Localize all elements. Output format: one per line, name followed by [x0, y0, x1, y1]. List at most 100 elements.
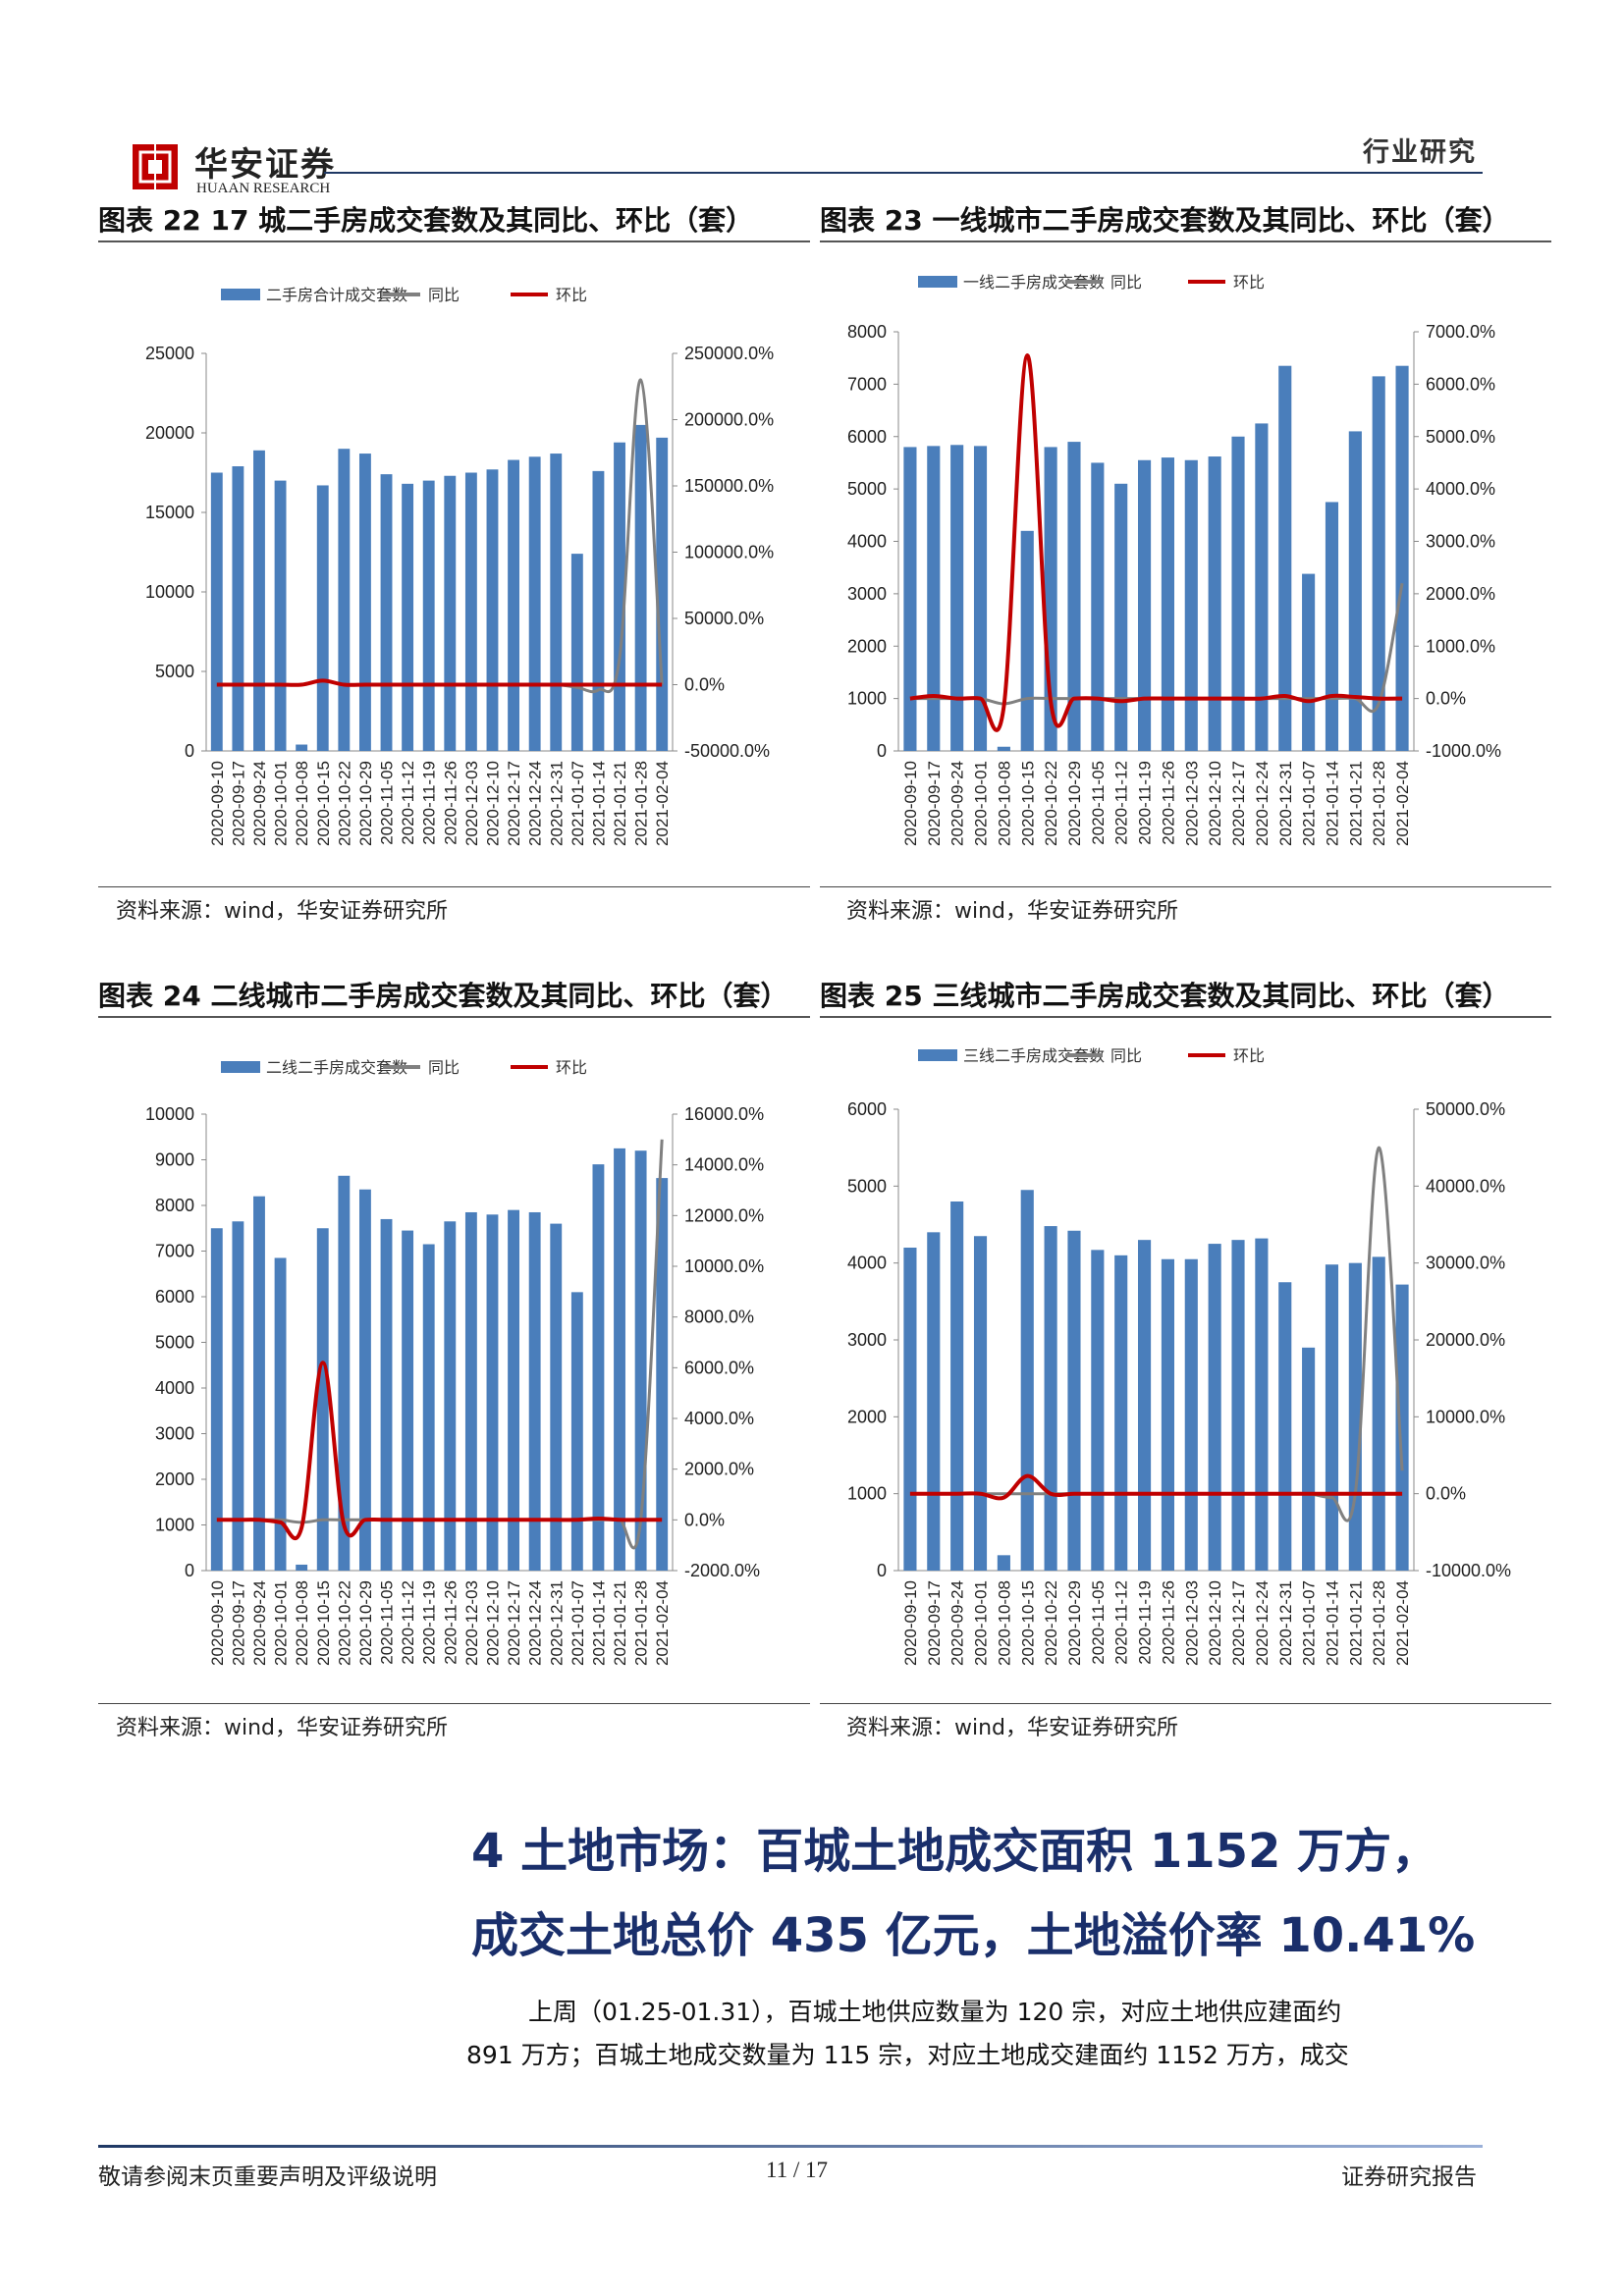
- x-axis-tick-label: 2020-10-08: [293, 1580, 311, 1666]
- right-axis-tick-label: 2000.0%: [684, 1460, 754, 1479]
- x-axis-tick-label: 2020-11-05: [378, 761, 397, 845]
- bar: [1020, 1190, 1034, 1571]
- left-axis-tick-label: 6000: [847, 427, 887, 447]
- x-axis-tick-label: 2020-11-26: [441, 1580, 460, 1665]
- bar: [614, 1148, 625, 1571]
- x-axis-tick-label: 2020-10-15: [1018, 761, 1037, 846]
- x-axis-tick-label: 2020-11-19: [420, 761, 439, 845]
- bar: [950, 1201, 964, 1571]
- x-axis-tick-label: 2020-12-31: [547, 761, 566, 846]
- x-axis-tick-label: 2020-11-05: [378, 1580, 397, 1665]
- bar: [422, 1244, 435, 1571]
- bar: [210, 1228, 223, 1571]
- x-axis-tick-label: 2021-01-14: [1324, 1580, 1342, 1666]
- legend-swatch-bars: [918, 276, 957, 288]
- bar: [656, 437, 669, 751]
- right-axis-tick-label: 150000.0%: [684, 476, 774, 496]
- figure-24-top-rule: [98, 1016, 810, 1018]
- x-axis-tick-label: 2020-10-29: [356, 1580, 375, 1666]
- x-axis-tick-label: 2020-09-24: [948, 761, 967, 846]
- left-axis-tick-label: 3000: [847, 1330, 887, 1350]
- x-axis-tick-label: 2020-11-19: [1136, 1580, 1155, 1665]
- bar: [927, 446, 941, 751]
- right-axis-tick-label: 7000.0%: [1426, 322, 1495, 342]
- bar: [1395, 365, 1409, 751]
- x-axis-tick-label: 2021-01-21: [611, 761, 629, 846]
- legend-label: 同比: [1110, 1046, 1142, 1065]
- x-axis-tick-label: 2020-10-15: [1018, 1580, 1037, 1666]
- right-axis-tick-label: 5000.0%: [1426, 427, 1495, 447]
- legend-label: 环比: [556, 286, 587, 304]
- bar: [1372, 376, 1385, 751]
- bar: [1372, 1256, 1385, 1571]
- x-axis-tick-label: 2020-09-10: [901, 1580, 920, 1666]
- bar: [1138, 1240, 1152, 1571]
- figure-23-source: 资料来源：wind，华安证券研究所: [846, 899, 1179, 924]
- left-axis-tick-label: 10000: [145, 1104, 194, 1124]
- right-axis-tick-label: 30000.0%: [1426, 1254, 1505, 1273]
- right-axis-tick-label: 2000.0%: [1426, 584, 1495, 604]
- x-axis-tick-label: 2021-02-04: [653, 761, 672, 846]
- left-axis-tick-label: 20000: [145, 423, 194, 443]
- x-axis-tick-label: 2020-12-17: [505, 1580, 523, 1666]
- x-axis-tick-label: 2020-09-17: [229, 1580, 247, 1666]
- right-axis-tick-label: 0.0%: [1426, 1484, 1466, 1504]
- x-axis-tick-label: 2020-12-24: [526, 761, 545, 846]
- x-axis-tick-label: 2021-01-28: [632, 761, 651, 846]
- bar: [402, 1230, 414, 1571]
- left-axis-tick-label: 8000: [155, 1196, 194, 1215]
- bar: [253, 1196, 265, 1571]
- figure-25-top-rule: [820, 1016, 1551, 1018]
- left-axis-tick-label: 5000: [155, 1333, 194, 1353]
- right-axis-tick-label: 40000.0%: [1426, 1176, 1505, 1196]
- x-axis-tick-label: 2021-01-07: [568, 761, 587, 846]
- figure-25-title: 图表 25 三线城市二手房成交套数及其同比、环比（套）: [820, 980, 1510, 1012]
- figure-24-source: 资料来源：wind，华安证券研究所: [116, 1716, 449, 1740]
- right-axis-tick-label: 0.0%: [1426, 689, 1466, 709]
- left-axis-tick-label: 6000: [155, 1287, 194, 1307]
- mom-line: [909, 352, 1403, 732]
- left-axis-tick-label: 6000: [847, 1099, 887, 1119]
- paragraph-line2: 891 万方；百城土地成交数量为 115 宗，对应土地成交建面约 1152 万方…: [466, 2041, 1349, 2069]
- left-axis-tick-label: 0: [185, 1561, 194, 1580]
- bar: [274, 1257, 287, 1571]
- left-axis-tick-label: 5000: [847, 479, 887, 499]
- bar: [316, 1228, 329, 1571]
- right-axis-tick-label: 50000.0%: [1426, 1099, 1505, 1119]
- right-axis-tick-label: 12000.0%: [684, 1205, 764, 1225]
- footer-divider: [98, 2145, 1483, 2148]
- x-axis-tick-label: 2021-01-28: [1370, 761, 1388, 846]
- x-axis-tick-label: 2020-10-29: [1065, 1580, 1084, 1666]
- x-axis-tick-label: 2020-11-12: [399, 761, 417, 845]
- section-title-line2: 成交土地总价 435 亿元，土地溢价率 10.41%: [471, 1908, 1476, 1963]
- legend-swatch-bars: [918, 1049, 957, 1061]
- section-title-line1: 4 土地市场：百城土地成交面积 1152 万方，: [471, 1824, 1439, 1879]
- bar: [528, 1211, 541, 1571]
- bar: [656, 1178, 669, 1571]
- bar: [1161, 1258, 1174, 1571]
- bar: [1067, 1230, 1081, 1571]
- x-axis-tick-label: 2020-11-05: [1089, 1580, 1108, 1665]
- x-axis-tick-label: 2020-10-29: [356, 761, 375, 846]
- x-axis-tick-label: 2020-10-22: [335, 1580, 353, 1666]
- legend-label: 一线二手房成交套数: [963, 273, 1105, 292]
- bar: [550, 1223, 563, 1571]
- x-axis-tick-label: 2020-11-05: [1089, 761, 1108, 845]
- x-axis-tick-label: 2021-02-04: [1393, 761, 1412, 846]
- right-axis-tick-label: 1000.0%: [1426, 636, 1495, 656]
- figure-25-source: 资料来源：wind，华安证券研究所: [846, 1716, 1179, 1740]
- right-axis-tick-label: 0.0%: [684, 1510, 725, 1529]
- right-axis-tick-label: 4000.0%: [684, 1409, 754, 1428]
- right-axis-tick-label: -50000.0%: [684, 741, 770, 761]
- bar: [296, 1564, 308, 1571]
- x-axis-tick-label: 2020-11-12: [1112, 1580, 1131, 1665]
- left-axis-tick-label: 2000: [847, 1407, 887, 1426]
- x-axis-tick-label: 2021-01-28: [632, 1580, 651, 1666]
- x-axis-tick-label: 2020-09-10: [208, 1580, 227, 1666]
- x-axis-tick-label: 2021-01-14: [589, 1580, 608, 1666]
- x-axis-tick-label: 2020-09-17: [925, 761, 944, 846]
- bar: [1302, 573, 1316, 751]
- bar: [338, 1175, 351, 1571]
- bar: [592, 1164, 605, 1571]
- x-axis-tick-label: 2020-12-24: [1253, 761, 1272, 846]
